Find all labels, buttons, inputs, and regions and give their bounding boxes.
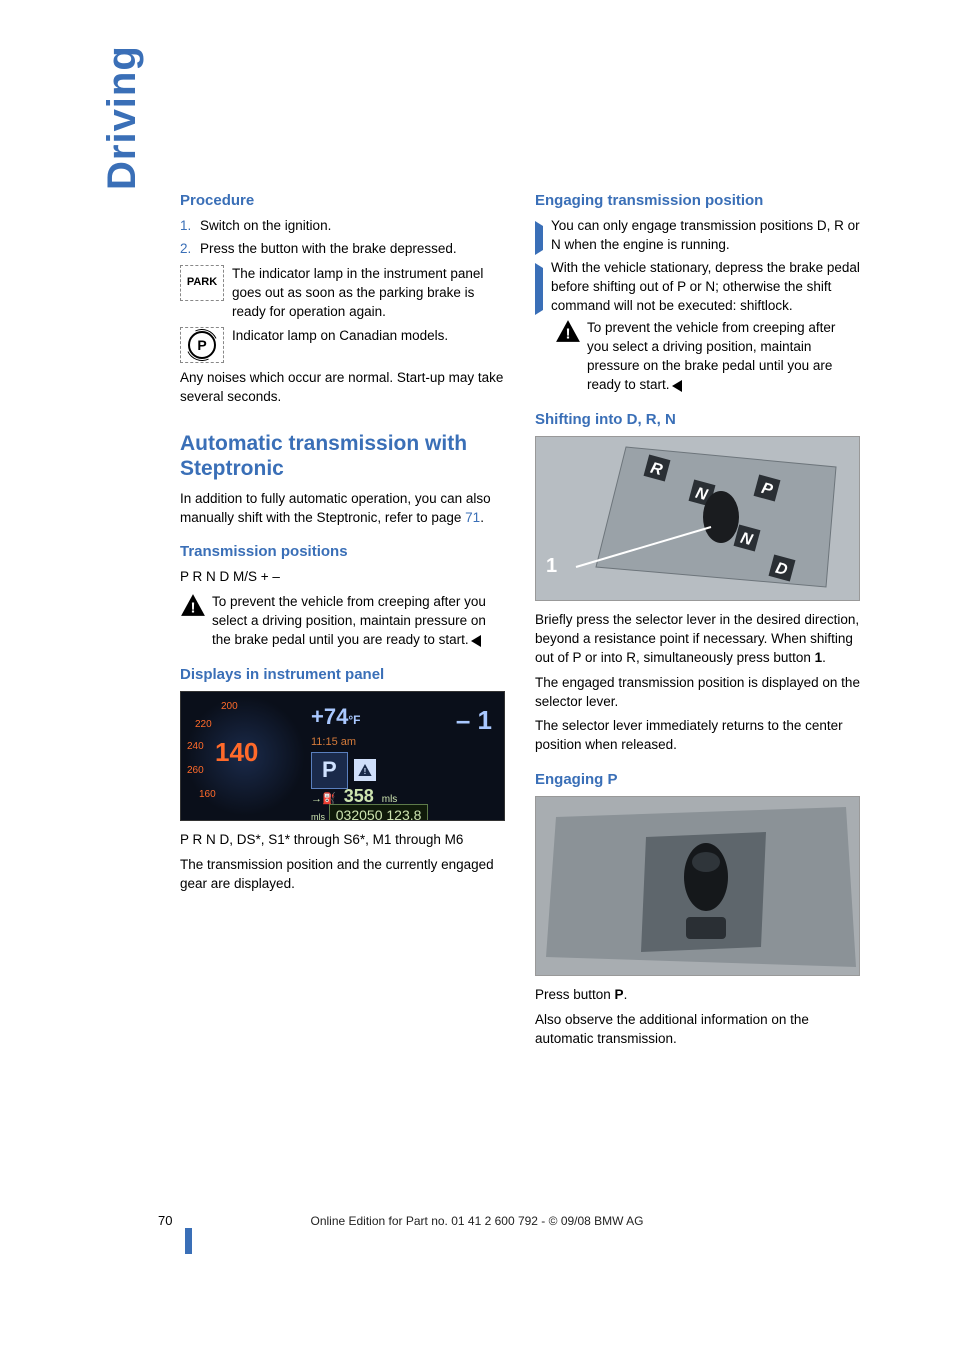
end-marker-icon (672, 380, 682, 392)
dial-value: 140 (215, 734, 258, 770)
warn-small-icon: ! (354, 759, 376, 781)
dial-tick: 200 (221, 700, 238, 714)
odometer: 032050 123.8 (329, 804, 429, 821)
observe-text: Also observe the additional information … (535, 1011, 860, 1049)
returns-text: The selector lever immediately returns t… (535, 717, 860, 755)
park-icon-row: PARK The indicator lamp in the instrumen… (180, 265, 505, 322)
press-bold: P (615, 987, 624, 1002)
p-circle-icon: P (180, 327, 224, 363)
warning-text-wrap: To prevent the vehicle from creeping aft… (212, 593, 505, 650)
displays-heading: Displays in instrument panel (180, 664, 505, 685)
dial-tick: 160 (199, 788, 216, 802)
shifting-heading: Shifting into D, R, N (535, 409, 860, 430)
warning-text: To prevent the vehicle from creeping aft… (587, 320, 835, 392)
bullet-item: With the vehicle stationary, depress the… (535, 259, 860, 316)
shift-diagram-svg: R N P N D (536, 437, 860, 601)
auto-text: In addition to fully automatic operation… (180, 490, 505, 528)
dial-tick: 240 (187, 740, 204, 754)
dial-tick: 220 (195, 718, 212, 732)
instr-odo-wrap: mls 032050 123.8 (311, 804, 428, 821)
footer-text: Online Edition for Part no. 01 41 2 600 … (310, 1214, 643, 1228)
triangle-bullet-icon (535, 263, 543, 316)
engaging-heading: Engaging transmission position (535, 190, 860, 211)
procedure-list: 1. Switch on the ignition. 2. Press the … (180, 217, 505, 259)
list-num: 1. (180, 217, 200, 236)
bullet-item: You can only engage transmission positio… (535, 217, 860, 255)
columns: Procedure 1. Switch on the ignition. 2. … (180, 190, 860, 1055)
p-icon-row: P Indicator lamp on Canadian models. (180, 327, 505, 363)
warning-text-wrap: To prevent the vehicle from creeping aft… (587, 319, 860, 395)
warning-icon: ! (180, 593, 206, 617)
callout-1: 1 (546, 552, 557, 580)
list-item: 1. Switch on the ignition. (180, 217, 505, 236)
press-text-a: Press button (535, 987, 615, 1002)
shift-text-a: Briefly press the selector lever in the … (535, 612, 859, 665)
speedometer-dial: 200 220 240 260 140 160 (185, 696, 305, 816)
list-text: Switch on the ignition. (200, 217, 331, 236)
engaging-p-heading: Engaging P (535, 769, 860, 790)
left-column: Procedure 1. Switch on the ignition. 2. … (180, 190, 505, 1055)
page-footer: 70 Online Edition for Part no. 01 41 2 6… (0, 1212, 954, 1230)
temp-unit: °F (348, 713, 360, 727)
auto-text-b: . (480, 510, 484, 525)
svg-text:!: ! (363, 767, 366, 776)
shift-lever-image: R N P N D 1 (535, 436, 860, 601)
warning-icon: ! (555, 319, 581, 343)
press-text: Press button P. (535, 986, 860, 1005)
svg-text:!: ! (565, 326, 570, 343)
list-num: 2. (180, 240, 200, 259)
footer-bar-icon (185, 1228, 192, 1254)
dial-tick: 260 (187, 764, 204, 778)
warning-text: To prevent the vehicle from creeping aft… (212, 594, 486, 647)
engaged-text: The engaged transmission position is dis… (535, 674, 860, 712)
list-text: Press the button with the brake depresse… (200, 240, 457, 259)
prnd-ds-line: P R N D, DS*, S1* through S6*, M1 throug… (180, 831, 505, 850)
shift-text-b: . (822, 650, 826, 665)
p-glyph: P (197, 336, 206, 356)
page-number: 70 (158, 1213, 172, 1228)
prndms-line: P R N D M/S + – (180, 568, 505, 587)
transmission-positions-heading: Transmission positions (180, 541, 505, 562)
noises-text: Any noises which occur are normal. Start… (180, 369, 505, 407)
warning-block: ! To prevent the vehicle from creeping a… (180, 593, 505, 650)
end-marker-icon (471, 635, 481, 647)
svg-text:!: ! (190, 600, 195, 617)
park-icon: PARK (180, 265, 224, 301)
prnd-text: The transmission position and the curren… (180, 856, 505, 894)
engage-p-svg (536, 797, 860, 976)
bullet-text: You can only engage transmission positio… (551, 217, 860, 255)
press-text-b: . (624, 987, 628, 1002)
sidebar-tab: Driving (100, 45, 145, 190)
instrument-panel-image: 200 220 240 260 140 160 +74°F 11:15 am –… (180, 691, 505, 821)
procedure-heading: Procedure (180, 190, 505, 211)
page-link[interactable]: 71 (465, 510, 480, 525)
engage-p-image (535, 796, 860, 976)
list-item: 2. Press the button with the brake depre… (180, 240, 505, 259)
instr-temp: +74°F (311, 704, 360, 729)
auto-text-a: In addition to fully automatic operation… (180, 491, 491, 525)
p-circle-inner-icon: P (188, 331, 216, 359)
triangle-bullet-icon (535, 221, 543, 255)
park-text: The indicator lamp in the instrument pan… (232, 265, 505, 322)
park-icon-label: PARK (187, 275, 217, 290)
auto-transmission-heading: Automatic transmission with Steptronic (180, 431, 505, 481)
p-text: Indicator lamp on Canadian models. (232, 327, 448, 346)
right-column: Engaging transmission position You can o… (535, 190, 860, 1055)
instr-minus1: – 1 (456, 702, 492, 738)
sidebar-label: Driving (100, 45, 144, 190)
warning-block: ! To prevent the vehicle from creeping a… (555, 319, 860, 395)
shift-text: Briefly press the selector lever in the … (535, 611, 860, 668)
bullet-text: With the vehicle stationary, depress the… (551, 259, 860, 316)
temp-val: +74 (311, 704, 348, 729)
